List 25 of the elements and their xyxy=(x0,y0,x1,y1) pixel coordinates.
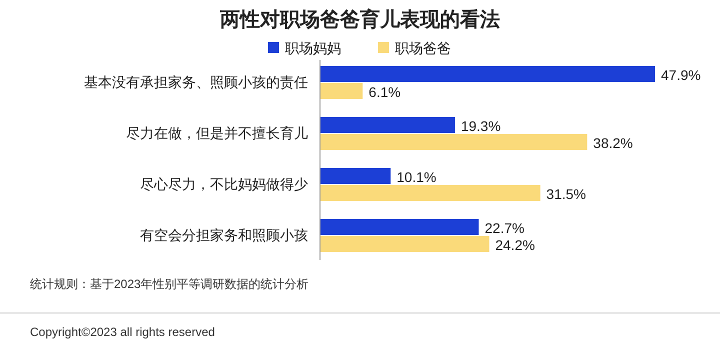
legend-label: 职场爸爸 xyxy=(395,40,451,56)
data-label: 19.3% xyxy=(460,118,501,134)
data-label: 47.9% xyxy=(661,67,701,83)
bar xyxy=(320,236,490,252)
data-label: 31.5% xyxy=(546,186,586,202)
data-label: 24.2% xyxy=(495,237,535,253)
y-tick-label: 尽力在做，但是并不擅长育儿 xyxy=(126,125,308,141)
data-label: 10.1% xyxy=(396,169,436,185)
chart-title: 两性对职场爸爸育儿表现的看法 xyxy=(219,8,500,31)
text: Copyright©2023 all rights reserved xyxy=(30,325,215,339)
y-tick-label: 尽心尽力，不比妈妈做得少 xyxy=(140,176,308,192)
y-tick-label: 基本没有承担家务、照顾小孩的责任 xyxy=(84,74,308,90)
bar xyxy=(320,168,391,184)
bar xyxy=(320,117,455,133)
legend-label: 职场妈妈 xyxy=(285,40,341,56)
y-tick-label: 有空会分担家务和照顾小孩 xyxy=(140,227,308,243)
data-label: 38.2% xyxy=(593,135,633,151)
data-label: 22.7% xyxy=(484,220,524,236)
bar xyxy=(320,219,479,235)
bar xyxy=(320,83,363,99)
text: 统计规则：基于2023年性别平等调研数据的统计分析 xyxy=(30,277,309,291)
bar xyxy=(320,66,655,82)
bar xyxy=(320,185,540,201)
bar xyxy=(320,134,588,150)
data-label: 6.1% xyxy=(368,84,401,100)
